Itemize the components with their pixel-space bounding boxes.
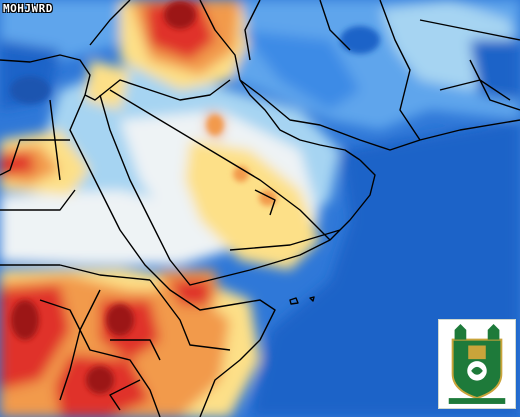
university-emblem-icon [439,320,515,408]
anomaly-details [10,1,380,394]
watermark-text: MOHJWRD [3,2,53,15]
university-logo [438,319,516,409]
